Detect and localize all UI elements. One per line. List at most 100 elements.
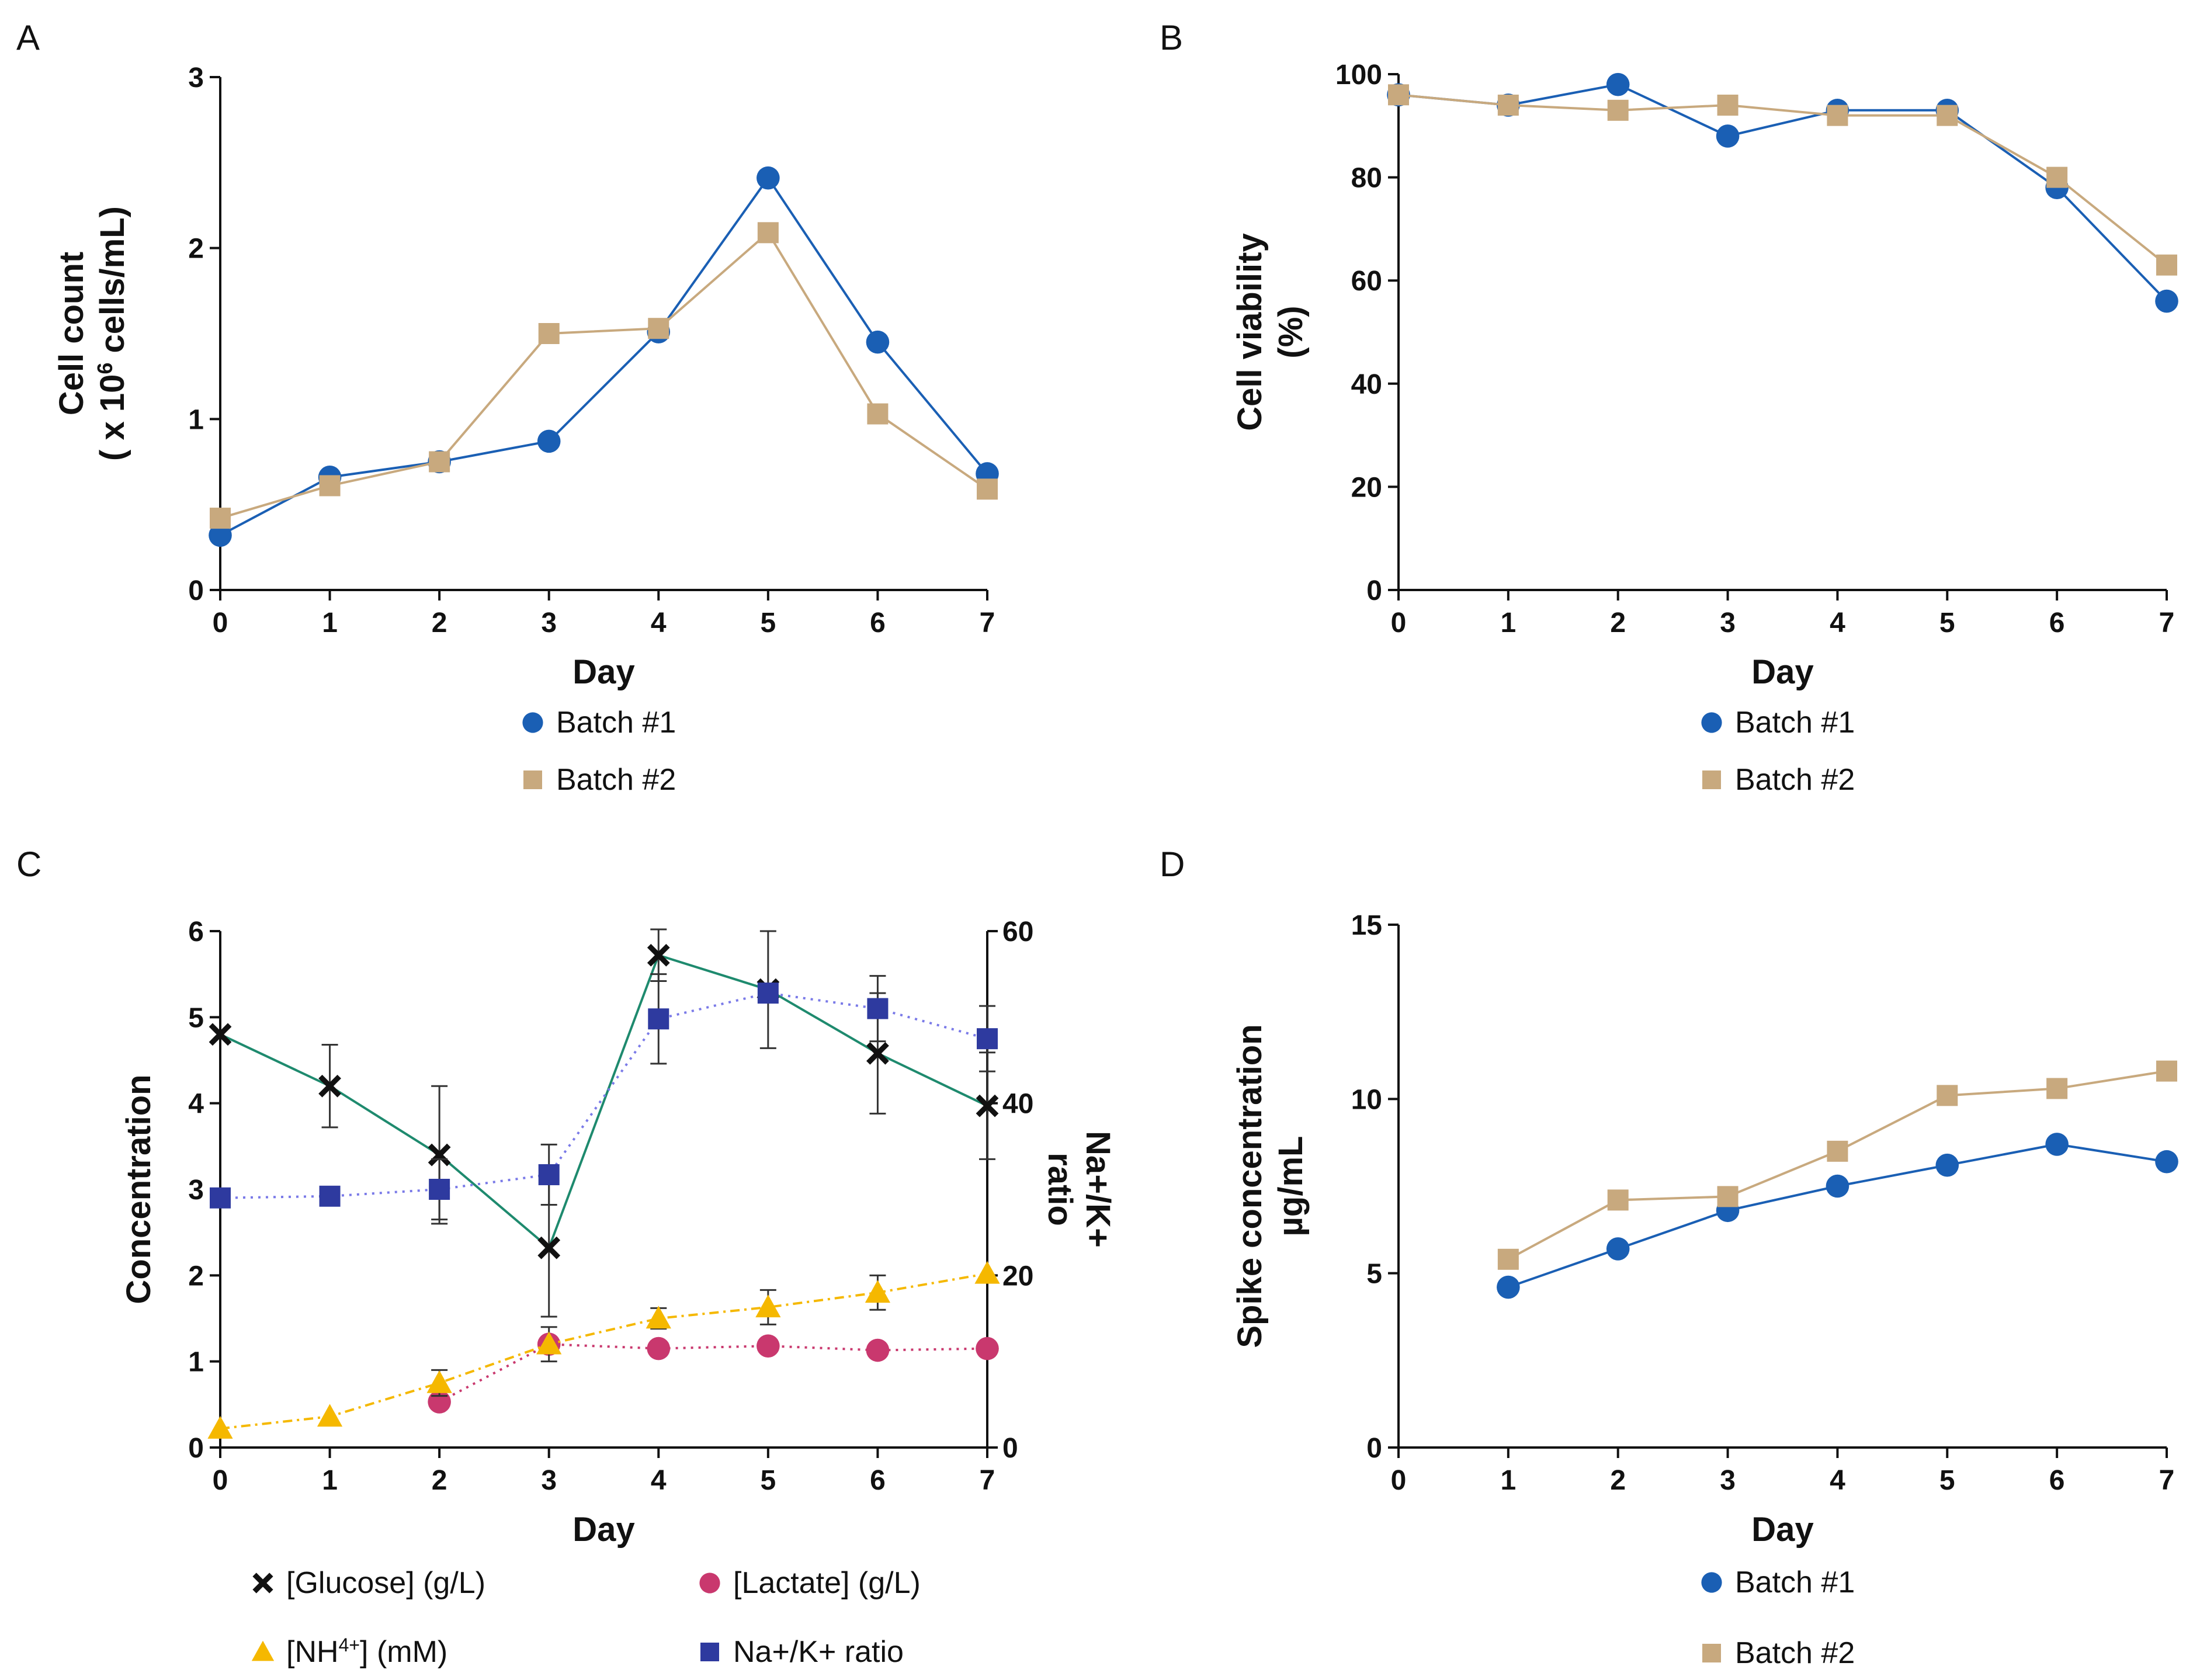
y-axis-units-pre: ( x 10: [93, 374, 131, 461]
legend-marker-shape: [523, 770, 542, 789]
y-tick-label: 4: [188, 1089, 204, 1120]
data-point-shape: [648, 318, 669, 339]
series-line: [439, 1343, 988, 1403]
legend-label-post: ] (mM): [360, 1635, 447, 1669]
data-point-stroke-b: [318, 1074, 341, 1098]
data-point-shape: [1937, 105, 1958, 126]
data-point: [867, 998, 889, 1019]
data-point: [976, 1337, 999, 1360]
data-point-shape: [977, 1028, 998, 1050]
data-point-shape: [1606, 1237, 1630, 1261]
x-tick-label: 6: [870, 1465, 886, 1496]
data-point: [757, 983, 779, 1004]
data-point: [648, 1008, 669, 1030]
y-tick-label: 2: [188, 234, 204, 265]
x-tick-label: 6: [2049, 608, 2065, 638]
series-batch-2: [1497, 1060, 2177, 1270]
series-line: [1398, 93, 2168, 266]
y-tick-label: 1: [188, 404, 204, 435]
data-point-shape: [2156, 1060, 2177, 1082]
x-tick-label: 6: [2049, 1465, 2065, 1496]
x-tick-label: 2: [432, 1465, 447, 1496]
legend-marker-shape: [699, 1573, 720, 1594]
y-tick-label: 3: [188, 63, 204, 93]
data-point-shape: [648, 1008, 669, 1030]
data-point: [866, 1338, 890, 1362]
data-point-shape: [2046, 1078, 2068, 1099]
data-point: [1826, 1174, 1849, 1198]
x-tick-label: 4: [1830, 1465, 1845, 1496]
x-tick-label: 0: [1391, 1465, 1407, 1496]
data-point: [210, 1187, 231, 1209]
data-point-shape: [426, 1370, 452, 1393]
data-point-shape: [647, 1337, 671, 1360]
x-axis-label: Day: [1751, 1511, 1813, 1549]
data-point-shape: [210, 1187, 231, 1209]
y-tick-label: 2: [188, 1261, 204, 1292]
y-tick-label: 6: [188, 917, 204, 947]
y-tick-label: 100: [1335, 60, 1382, 91]
data-point-shape: [866, 330, 890, 354]
data-point: [866, 330, 890, 354]
legend-item: Batch #2: [1702, 1636, 1855, 1670]
data-point-stroke-b: [209, 1023, 232, 1046]
y-tick-label: 5: [1366, 1259, 1382, 1290]
data-point: [319, 1185, 341, 1207]
data-point-shape: [757, 983, 779, 1004]
data-point: [1606, 72, 1630, 96]
data-point-shape: [2045, 1133, 2069, 1156]
data-point-shape: [2155, 1150, 2178, 1174]
legend-marker-shape: [1701, 712, 1722, 733]
x-tick-label: 3: [1720, 608, 1736, 638]
x-tick-label: 4: [651, 608, 667, 638]
x-tick-label: 0: [213, 1465, 228, 1496]
legend-marker: [1702, 770, 1721, 789]
data-point: [209, 523, 232, 547]
y-axis-label: Concentration: [120, 1074, 158, 1304]
legend-marker-shape: [1701, 1572, 1722, 1593]
y-axis-right-label-units: ratio: [1041, 1153, 1079, 1226]
series-na-k-ratio: [210, 973, 998, 1221]
series-batch-2: [1388, 84, 2177, 276]
legend-item: Batch #1: [522, 706, 676, 740]
x-tick-label: 3: [1720, 1465, 1736, 1496]
y-axis-label: Cell count: [53, 252, 91, 415]
data-point: [538, 323, 560, 344]
data-point: [317, 1404, 343, 1427]
data-point-shape: [1826, 1174, 1849, 1198]
data-point: [207, 1415, 233, 1439]
series-line: [220, 953, 988, 1250]
data-point: [426, 1370, 452, 1393]
panel-letter: B: [1160, 18, 1183, 57]
data-point-shape: [757, 166, 780, 190]
data-point: [428, 1143, 451, 1167]
x-tick-label: 1: [1501, 608, 1517, 638]
legend-marker-shape: [251, 1640, 275, 1661]
data-point-stroke-b: [428, 1143, 451, 1167]
data-point: [974, 1261, 1000, 1284]
y-tick-label: 15: [1351, 910, 1382, 941]
data-point-shape: [538, 1164, 560, 1185]
data-point-shape: [1497, 1275, 1520, 1299]
series-line: [1507, 1070, 2167, 1261]
legend-label: Batch #2: [556, 763, 676, 797]
data-point: [865, 1280, 891, 1303]
data-point: [429, 451, 450, 473]
y-tick-label: 0: [188, 575, 204, 606]
legend-marker: [252, 1573, 273, 1594]
legend-label: Batch #1: [1735, 1566, 1855, 1599]
data-point: [977, 478, 998, 500]
data-point-shape: [537, 429, 561, 453]
data-point: [2155, 1150, 2178, 1174]
y-axis-label-units: (%): [1272, 306, 1310, 358]
data-point: [2155, 289, 2178, 313]
x-axis-label: Day: [572, 653, 634, 691]
x-tick-label: 2: [432, 608, 447, 638]
series-line: [1398, 83, 2168, 302]
legend-item: Batch #2: [1702, 763, 1855, 797]
x-tick-label: 5: [1939, 1465, 1955, 1496]
data-point: [1937, 1085, 1958, 1106]
x-tick-label: 3: [541, 608, 557, 638]
data-point-stroke-b: [647, 943, 670, 967]
legend-marker-shape: [1702, 1644, 1721, 1662]
